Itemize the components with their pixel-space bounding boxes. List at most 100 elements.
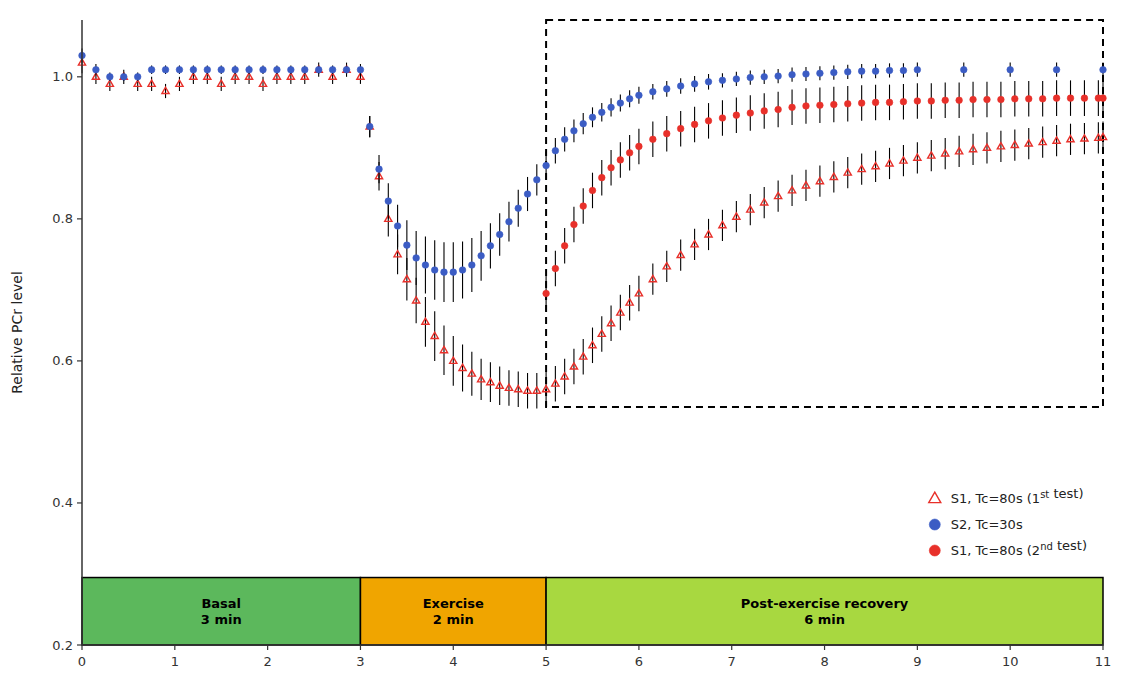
data-point [956,97,963,104]
data-point [817,70,824,77]
x-tick [453,645,454,650]
phase-label-line: Exercise [423,596,484,611]
data-point [626,150,633,157]
data-point [691,241,698,247]
data-point [218,80,225,86]
data-point [301,66,308,73]
data-point [506,218,513,225]
error-bar [986,132,987,163]
data-point [459,267,466,274]
data-point [872,163,879,169]
error-bar [1056,125,1057,156]
error-bar [1084,123,1085,154]
data-point [524,387,531,393]
data-point [357,66,364,73]
data-point [830,173,837,179]
error-bar [620,295,621,331]
data-point [817,102,824,109]
data-point [733,76,740,83]
data-point [719,221,726,227]
markers [78,59,1106,393]
y-tick-label: 0.8 [52,211,73,226]
data-point [1039,96,1046,103]
data-point [487,378,494,384]
data-point [148,66,155,73]
error-bar [1070,124,1071,155]
error-bar [778,181,779,212]
data-point [1011,141,1018,147]
data-point [1067,95,1074,102]
data-point [487,243,494,250]
data-point [942,97,949,104]
data-point [636,143,643,150]
data-point [858,165,865,171]
x-tick-label: 10 [1002,654,1019,669]
data-point [552,147,559,154]
legend: S1, Tc=80s (1st test) S2, Tc=30s S1, Tc=80… [929,486,1087,558]
error-bar [527,373,528,409]
data-point [533,387,540,393]
data-point [1081,95,1088,102]
x-tick [360,645,361,650]
legend-label: S1, Tc=80s (2nd test) [951,538,1087,558]
data-point [431,267,438,274]
error-bar [462,345,463,392]
phase-bars [82,578,1103,645]
y-tick-label: 0.6 [52,353,73,368]
error-bar [1028,128,1029,159]
error-bar [694,229,695,260]
data-point [872,68,879,75]
series-0 [78,52,1106,409]
data-point [552,265,559,272]
legend-label-part: S2, Tc=30s [951,517,1023,532]
data-point [259,80,266,86]
data-point [761,74,768,81]
data-point [515,205,522,212]
data-point [413,255,420,262]
phase-bar [360,578,546,645]
data-point [677,125,684,132]
x-axis-line [82,644,1103,646]
legend-item: S1, Tc=80s (2nd test) [929,538,1087,558]
data-point [663,130,670,137]
error-bar [508,370,509,406]
data-point [246,66,253,73]
data-point [580,353,587,359]
data-point [176,66,183,73]
error-bar [861,154,862,185]
legend-item: S1, Tc=80s (1st test) [929,486,1084,506]
data-point [747,206,754,212]
data-point [872,99,879,106]
data-point [468,370,475,376]
data-point [552,380,559,386]
data-point [459,364,466,370]
data-point [1099,133,1106,139]
data-point [413,297,420,303]
error-bar [555,366,556,402]
data-point [617,157,624,164]
error-bar [546,372,547,408]
legend-label: S1, Tc=80s (1st test) [951,486,1084,506]
error-bar [903,145,904,176]
data-point [190,66,197,73]
data-point [120,73,127,79]
x-tick [545,645,546,650]
x-tick-label: 1 [171,654,179,669]
data-point [608,164,615,171]
error-bar [564,359,565,395]
data-point [315,66,322,72]
phase-label-line: 3 min [201,612,242,627]
phase-label-line: 6 min [804,612,845,627]
data-point [515,386,522,392]
data-point [719,115,726,122]
data-point [636,92,643,99]
axes: 012345678910110.20.40.60.81.0 [52,20,1111,669]
data-point [440,346,447,352]
data-point [831,69,838,76]
phase-label-line: Post-exercise recovery [741,596,909,611]
data-point [997,143,1004,149]
data-point [900,157,907,163]
chart-svg: 012345678910110.20.40.60.81.0Relative PC… [0,0,1127,689]
data-point [1025,140,1032,146]
data-point [496,382,503,388]
